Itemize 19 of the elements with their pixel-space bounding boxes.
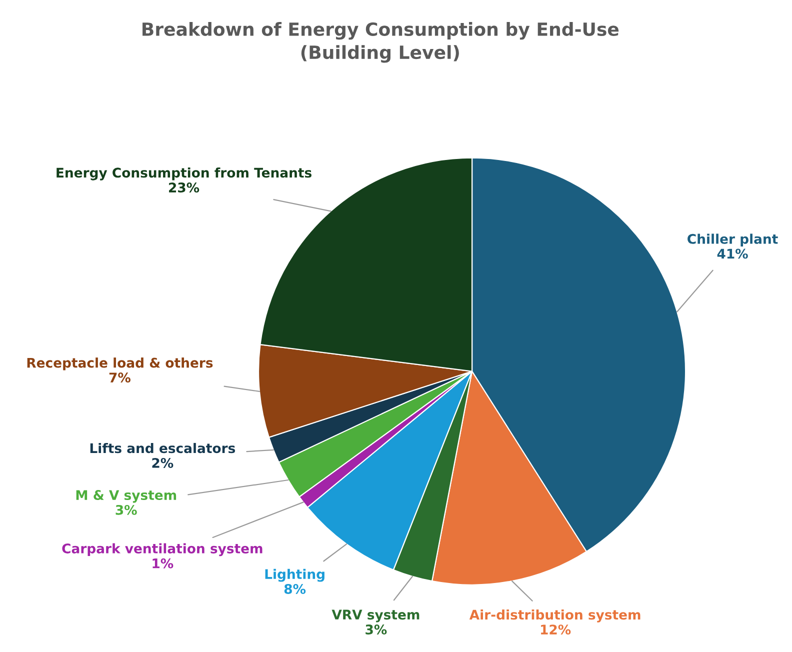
slice-label: Chiller plant <box>688 234 778 246</box>
data-label: 41% <box>717 248 748 259</box>
data-label: 3% <box>116 504 137 515</box>
slice-label: VRV system <box>332 610 420 622</box>
chart-title: Breakdown of Energy Consumption by End-Use (Building Level) <box>142 22 619 63</box>
slice-label: Energy Consumption from Tenants <box>56 167 312 180</box>
slice-label: Lifts and escalators <box>90 442 236 454</box>
data-label: 1% <box>152 558 174 568</box>
slice-label: M & V system <box>76 490 176 503</box>
slice-label: Carpark ventilation system <box>62 543 262 556</box>
slice-label: Receptacle load & others <box>27 358 213 370</box>
data-label: 2% <box>152 458 174 468</box>
data-label: 3% <box>366 624 387 634</box>
data-label: 8% <box>284 584 306 594</box>
data-label: 12% <box>541 624 571 635</box>
slice-label: Air-distribution system <box>469 609 640 622</box>
data-label: 7% <box>109 372 130 383</box>
slice-label: Lighting <box>265 568 324 582</box>
data-label: 23% <box>169 182 200 193</box>
